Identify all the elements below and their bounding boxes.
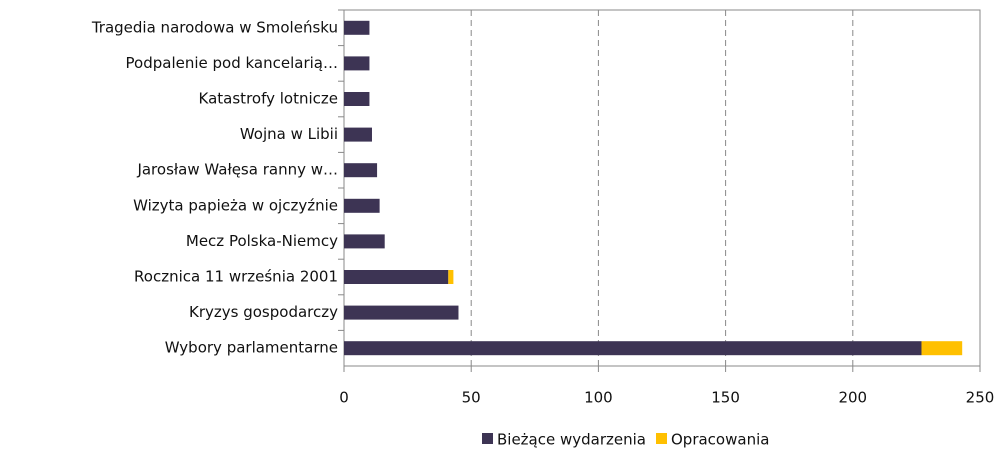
legend-swatch [482,433,493,444]
bar [344,341,922,356]
y-tick-label: Tragedia narodowa w Smoleńsku [91,18,338,36]
bar [344,127,372,142]
x-tick-label: 50 [462,389,481,407]
bar [344,234,385,249]
y-tick-label: Wizyta papieża w ojczyźnie [133,196,338,214]
y-tick-label: Wybory parlamentarne [165,339,338,357]
bar [344,198,380,213]
x-tick-label: 250 [966,389,995,407]
bar [344,163,378,178]
x-tick-label: 150 [711,389,740,407]
x-tick-label: 0 [339,389,349,407]
y-tick-label: Kryzys gospodarczy [189,303,338,321]
bar [344,270,449,284]
y-tick-label: Wojna w Libii [240,125,338,143]
legend-label: Opracowania [671,431,769,449]
bar [344,92,370,106]
legend-label: Bieżące wydarzenia [497,431,646,449]
y-tick-label: Podpalenie pod kancelarią… [126,54,338,72]
bar [344,305,459,320]
y-tick-label: Rocznica 11 września 2001 [134,268,338,286]
x-tick-label: 200 [838,389,867,407]
y-tick-label: Katastrofy lotnicze [199,90,338,108]
bar [448,270,454,284]
x-tick-label: 100 [584,389,613,407]
legend-swatch [656,433,667,444]
bar [344,56,370,71]
bar [344,20,370,35]
y-tick-label: Mecz Polska-Niemcy [186,232,338,250]
y-tick-label: Jarosław Wałęsa ranny w… [136,161,338,179]
bar [921,341,963,356]
